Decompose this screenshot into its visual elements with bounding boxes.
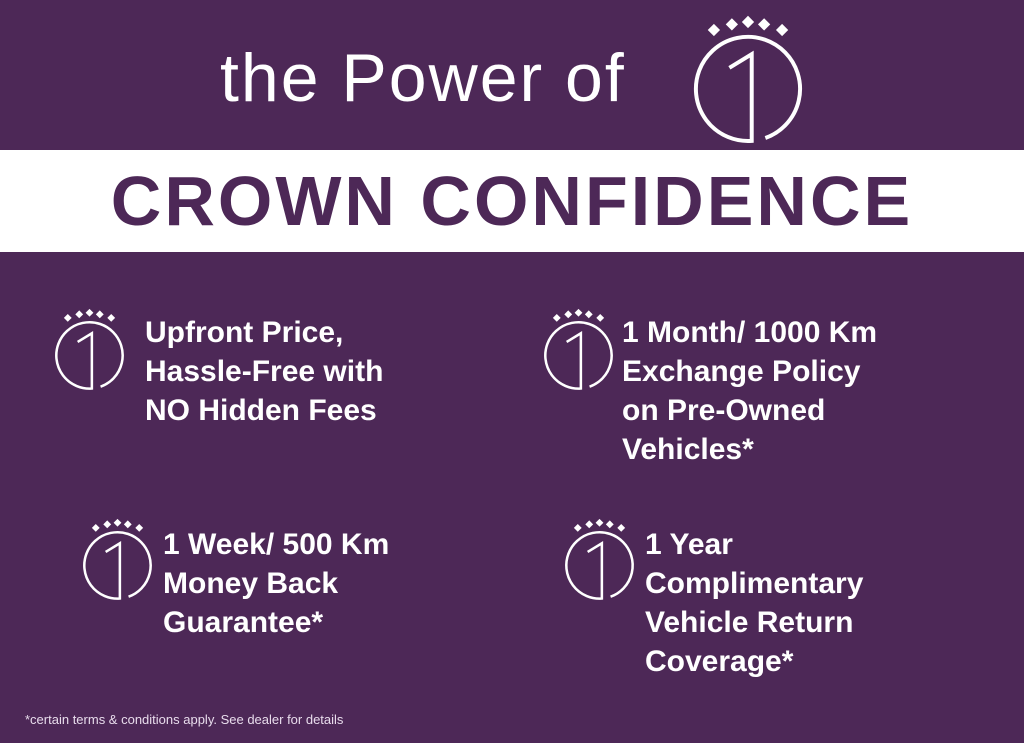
feature-line: Exchange Policy [622,355,861,388]
feature-line: 1 Year [645,528,733,561]
feature-line: Vehicles* [622,433,754,466]
feature-line: Guarantee* [163,606,324,639]
banner-title: CROWN CONFIDENCE [110,162,914,240]
feature-money-back: 1 Week/ 500 Km Money Back Guarantee* [163,525,389,642]
crown-one-icon [539,300,618,395]
feature-line: Vehicle Return [645,606,854,639]
feature-line: Complimentary [645,567,864,600]
feature-line: 1 Week/ 500 Km [163,528,390,561]
feature-return-coverage: 1 Year Complimentary Vehicle Return Cove… [645,525,863,681]
crown-one-logo-icon [686,2,810,151]
feature-line: Upfront Price, [145,316,344,349]
feature-line: NO Hidden Fees [145,394,377,427]
feature-exchange-policy: 1 Month/ 1000 Km Exchange Policy on Pre-… [622,313,877,469]
feature-line: on Pre-Owned [622,394,826,427]
feature-line: Hassle-Free with [145,355,384,388]
headline: the Power of [220,40,626,116]
feature-upfront-price: Upfront Price, Hassle-Free with NO Hidde… [145,313,383,430]
crown-one-icon [78,510,157,605]
disclaimer: *certain terms & conditions apply. See d… [25,712,344,727]
feature-line: 1 Month/ 1000 Km [622,316,878,349]
crown-one-icon [560,510,639,605]
feature-line: Money Back [163,567,339,600]
crown-one-icon [50,300,129,395]
banner: CROWN CONFIDENCE [0,150,1024,252]
feature-line: Coverage* [645,645,794,678]
